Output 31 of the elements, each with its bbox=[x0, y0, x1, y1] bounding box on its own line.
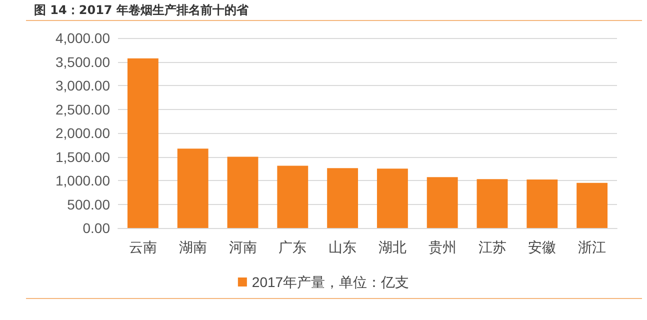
x-tick-label: 安徽 bbox=[528, 239, 556, 255]
bar bbox=[476, 179, 508, 228]
bar bbox=[327, 168, 358, 228]
bar bbox=[376, 168, 408, 228]
bar bbox=[277, 166, 308, 228]
x-tick-label: 浙江 bbox=[578, 239, 606, 255]
y-tick-label: 1,000.00 bbox=[56, 172, 110, 188]
y-tick-label: 4,000.00 bbox=[56, 30, 110, 46]
x-tick-label: 河南 bbox=[228, 239, 257, 255]
bar bbox=[177, 148, 208, 228]
bar bbox=[227, 156, 258, 228]
x-tick-label: 江苏 bbox=[478, 239, 506, 255]
y-tick-label: 1,500.00 bbox=[56, 148, 110, 165]
y-tick-label: 3,000.00 bbox=[56, 78, 110, 94]
bar bbox=[127, 58, 158, 228]
x-tick-label: 湖南 bbox=[178, 239, 207, 255]
y-tick-label: 500.00 bbox=[67, 196, 110, 212]
bar bbox=[526, 180, 558, 228]
chart-title: 图 14：2017 年卷烟生产排名前十的省 bbox=[34, 2, 248, 19]
legend-label: 2017年产量，单位：亿支 bbox=[252, 274, 410, 290]
x-tick-label: 湖北 bbox=[378, 239, 406, 255]
x-tick-label: 广东 bbox=[278, 239, 307, 255]
y-tick-label: 2,000.00 bbox=[56, 125, 110, 141]
bar bbox=[426, 177, 458, 228]
y-tick-label: 0.00 bbox=[82, 220, 110, 236]
x-tick-label: 山东 bbox=[328, 239, 357, 255]
bar bbox=[576, 182, 608, 228]
x-tick-label: 云南 bbox=[128, 239, 157, 255]
y-tick-label: 3,500.00 bbox=[56, 54, 110, 70]
x-tick-label: 贵州 bbox=[428, 239, 456, 255]
y-tick-label: 2,500.00 bbox=[56, 101, 110, 118]
